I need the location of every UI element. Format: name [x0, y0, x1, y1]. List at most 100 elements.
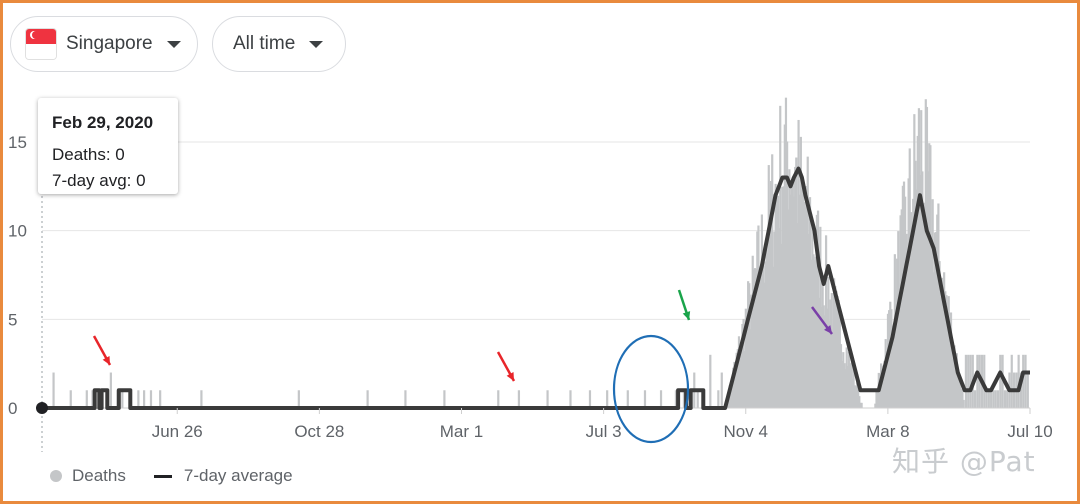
deaths-bar — [936, 214, 939, 408]
deaths-bar — [366, 390, 369, 408]
deaths-bar — [938, 261, 941, 408]
deaths-bar — [858, 396, 861, 408]
deaths-bar — [841, 360, 844, 408]
deaths-bar — [800, 175, 804, 408]
deaths-bar — [874, 403, 877, 408]
x-tick-label: Mar 1 — [440, 422, 483, 441]
deaths-bar — [846, 365, 849, 408]
deaths-bar — [786, 141, 789, 409]
deaths-bar — [947, 296, 950, 408]
deaths-bar — [803, 201, 806, 408]
deaths-bar — [766, 253, 769, 408]
deaths-bar — [443, 390, 446, 408]
deaths-bar — [784, 97, 788, 409]
deaths-bar — [806, 156, 809, 408]
avg-line — [42, 166, 1030, 410]
deaths-bar — [824, 235, 828, 408]
deaths-bar — [941, 309, 945, 408]
red-arrow-1-head — [102, 356, 110, 365]
deaths-bar — [750, 294, 753, 408]
deaths-bar — [149, 390, 153, 408]
deaths-bar — [765, 241, 768, 408]
deaths-bar — [752, 269, 755, 408]
deaths-bar — [1017, 354, 1020, 408]
deaths-bar — [1019, 372, 1023, 408]
deaths-bar — [834, 286, 837, 408]
deaths-bar — [932, 272, 935, 408]
deaths-bar — [918, 174, 922, 408]
avg-legend-swatch — [153, 474, 172, 478]
deaths-bar — [844, 369, 847, 408]
deaths-bar — [909, 212, 912, 408]
deaths-bar — [569, 390, 572, 408]
deaths-bar — [816, 210, 820, 408]
deaths-bar — [802, 180, 805, 408]
deaths-bar — [885, 358, 888, 408]
deaths-bar — [749, 329, 752, 408]
deaths-bar — [907, 178, 910, 408]
deaths-bar — [889, 301, 892, 408]
deaths-bar — [782, 186, 785, 408]
deaths-bar — [404, 390, 407, 408]
region-selector[interactable]: Singapore — [10, 16, 198, 72]
y-tick-label: 15 — [8, 133, 27, 152]
tooltip-avg: 7-day avg: 0 — [52, 171, 146, 190]
deaths-bar — [696, 390, 699, 408]
deaths-bar — [497, 390, 500, 408]
deaths-bar — [69, 390, 72, 408]
y-tick-label: 10 — [8, 222, 27, 241]
deaths-bar — [959, 377, 962, 408]
deaths-bar — [904, 196, 907, 408]
deaths-bar — [743, 351, 746, 408]
deaths-bar — [962, 399, 965, 408]
deaths-bar — [823, 315, 827, 408]
deaths-bar — [781, 186, 784, 408]
deaths-bar — [908, 148, 911, 408]
deaths-bar — [717, 390, 720, 408]
deaths-bar — [1024, 354, 1027, 408]
deaths-bar — [875, 391, 878, 408]
watermark-text: 知乎 @Pat — [892, 445, 1036, 478]
deaths-bar — [755, 268, 758, 408]
deaths-bar — [771, 154, 774, 408]
deaths-bar — [843, 363, 846, 408]
deaths-bar — [850, 362, 853, 408]
deaths-bar — [839, 344, 843, 408]
deaths-bar — [769, 180, 773, 408]
deaths-bar — [807, 233, 810, 408]
deaths-bar — [910, 231, 914, 408]
deaths-bar — [957, 380, 961, 408]
green-arrow-head — [682, 311, 691, 320]
deaths-bar — [923, 202, 926, 408]
deaths-bar — [805, 186, 808, 408]
deaths-bar — [751, 255, 754, 408]
deaths-bar — [772, 266, 775, 408]
deaths-bar — [838, 313, 841, 408]
deaths-bar — [736, 349, 739, 408]
deaths-bar — [674, 390, 678, 408]
deaths-bar — [774, 183, 777, 408]
deaths-bar — [741, 323, 744, 408]
deaths-bar — [994, 390, 997, 408]
deaths-bar — [121, 390, 124, 408]
deaths-bar — [842, 352, 845, 408]
deaths-bar — [682, 390, 686, 408]
deaths-bar — [546, 390, 549, 408]
deaths-bar — [915, 189, 918, 408]
region-label: Singapore — [66, 33, 153, 54]
time-range-selector[interactable]: All time — [212, 16, 346, 72]
deaths-bar — [913, 114, 916, 408]
deaths-bar — [876, 390, 879, 408]
deaths-bar — [961, 390, 964, 408]
deaths-bar — [952, 349, 955, 408]
deaths-bar — [517, 390, 521, 408]
deaths-bar — [949, 312, 953, 408]
deaths-bar — [808, 197, 812, 408]
deaths-bar — [742, 318, 745, 408]
deaths-bar — [788, 169, 791, 408]
deaths-bar — [892, 326, 895, 408]
deaths-bar — [916, 135, 919, 409]
deaths-bar — [1026, 372, 1029, 408]
deaths-bar — [940, 277, 943, 408]
